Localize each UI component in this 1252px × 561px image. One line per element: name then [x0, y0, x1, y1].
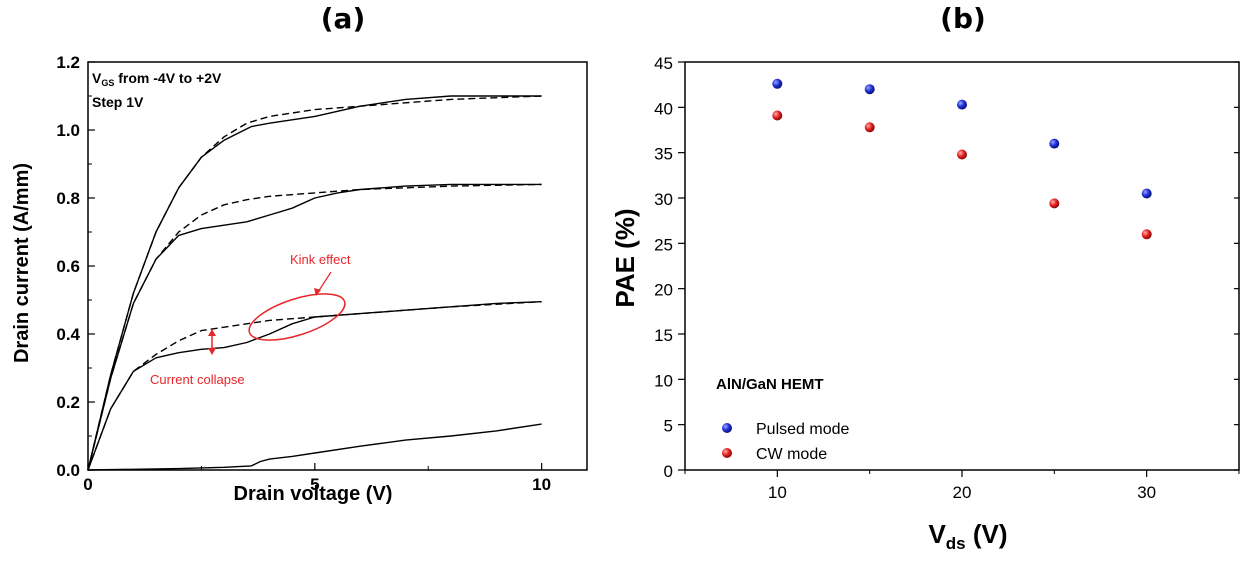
panel-b-xlabel: Vds (V) [928, 519, 1007, 553]
pae-point-cw [1049, 198, 1060, 209]
pae-point-cw [1141, 229, 1152, 240]
pae-point-cw [864, 122, 875, 133]
panel-a-ticks: 0 5 10 0.0 0.2 0.4 0.6 0.8 1.0 1.2 [56, 53, 551, 494]
legend-label-pulsed: Pulsed mode [756, 421, 849, 438]
a-ytick-label: 0.2 [56, 393, 80, 412]
b-ytick-label: 0 [664, 462, 673, 481]
legend-marker-pulsed [722, 423, 732, 433]
collapse-arrowhead-up [208, 329, 216, 336]
panel-a-ylabel: Drain current (A/mm) [11, 163, 33, 363]
iv-curve-dashed-3 [87, 183, 542, 471]
a-ytick-label: 0.0 [56, 461, 80, 480]
a-xtick-label: 5 [310, 475, 319, 494]
panel-a-inset-line2: Step 1V [92, 94, 144, 110]
collapse-arrowhead-down [208, 348, 216, 355]
pae-point-cw [957, 149, 967, 160]
iv-curve-solid-6 [87, 423, 542, 471]
legend-marker-cw [722, 448, 732, 458]
b-ytick-label: 45 [654, 54, 673, 73]
a-ytick-label: 0.8 [56, 189, 80, 208]
b-xtick-label: 30 [1137, 483, 1156, 502]
b-ytick-label: 35 [654, 145, 673, 164]
a-ytick-label: 0.4 [56, 325, 80, 344]
b-ytick-label: 25 [654, 235, 673, 254]
kink-arrowhead [314, 288, 321, 296]
kink-arrow [317, 271, 332, 293]
b-ytick-label: 10 [654, 371, 673, 390]
b-ytick-label: 20 [654, 281, 673, 300]
pae-point-pulsed [864, 84, 875, 95]
a-xtick-label: 0 [83, 475, 92, 494]
iv-curve-solid-2 [87, 183, 542, 471]
panel-a-inset-line1: VGS from -4V to +2V [92, 70, 222, 88]
a-ytick-label: 1.0 [56, 121, 80, 140]
b-ytick-label: 15 [654, 326, 673, 345]
legend-title: AlN/GaN HEMT [716, 376, 824, 393]
panel-a-curves [87, 95, 542, 471]
pae-point-cw [772, 110, 783, 121]
panel-b-points [772, 78, 1152, 240]
iv-curve-solid-0 [87, 95, 542, 471]
pae-point-pulsed [772, 78, 783, 89]
iv-curve-dashed-5 [87, 301, 542, 471]
iv-curve-dashed-1 [87, 95, 542, 471]
legend: AlN/GaN HEMT Pulsed mode CW mode [716, 376, 849, 463]
panel-b-frame [684, 61, 1240, 471]
b-ytick-label: 40 [654, 99, 673, 118]
a-ytick-label: 1.2 [56, 53, 80, 72]
b-ytick-label: 5 [664, 417, 673, 436]
pae-point-pulsed [1141, 188, 1152, 199]
b-xtick-label: 10 [768, 483, 787, 502]
collapse-label: Current collapse [150, 372, 245, 387]
b-ytick-label: 30 [654, 190, 673, 209]
panel-a-title: (a) [321, 2, 366, 35]
b-xtick-label: 20 [953, 483, 972, 502]
panel-b: (b) 10 20 30 0 5 10 15 20 25 30 35 40 45 PAE (%) Vds… [610, 2, 1240, 553]
kink-label: Kink effect [290, 252, 351, 267]
panel-b-title: (b) [940, 2, 986, 35]
a-ytick-label: 0.6 [56, 257, 80, 276]
legend-label-cw: CW mode [756, 446, 827, 463]
panel-b-ticks: 10 20 30 0 5 10 15 20 25 30 35 40 45 [654, 54, 1240, 502]
a-xtick-label: 10 [532, 475, 551, 494]
panel-a: (a) 0 5 10 0.0 0.2 0.4 0.6 0.8 1.0 1.2 Drain volt… [11, 2, 588, 505]
pae-point-pulsed [957, 99, 967, 110]
panel-b-ylabel: PAE (%) [610, 208, 640, 307]
pae-point-pulsed [1049, 138, 1060, 149]
panel-a-xlabel: Drain voltage (V) [234, 483, 393, 505]
kink-ellipse [248, 293, 346, 341]
